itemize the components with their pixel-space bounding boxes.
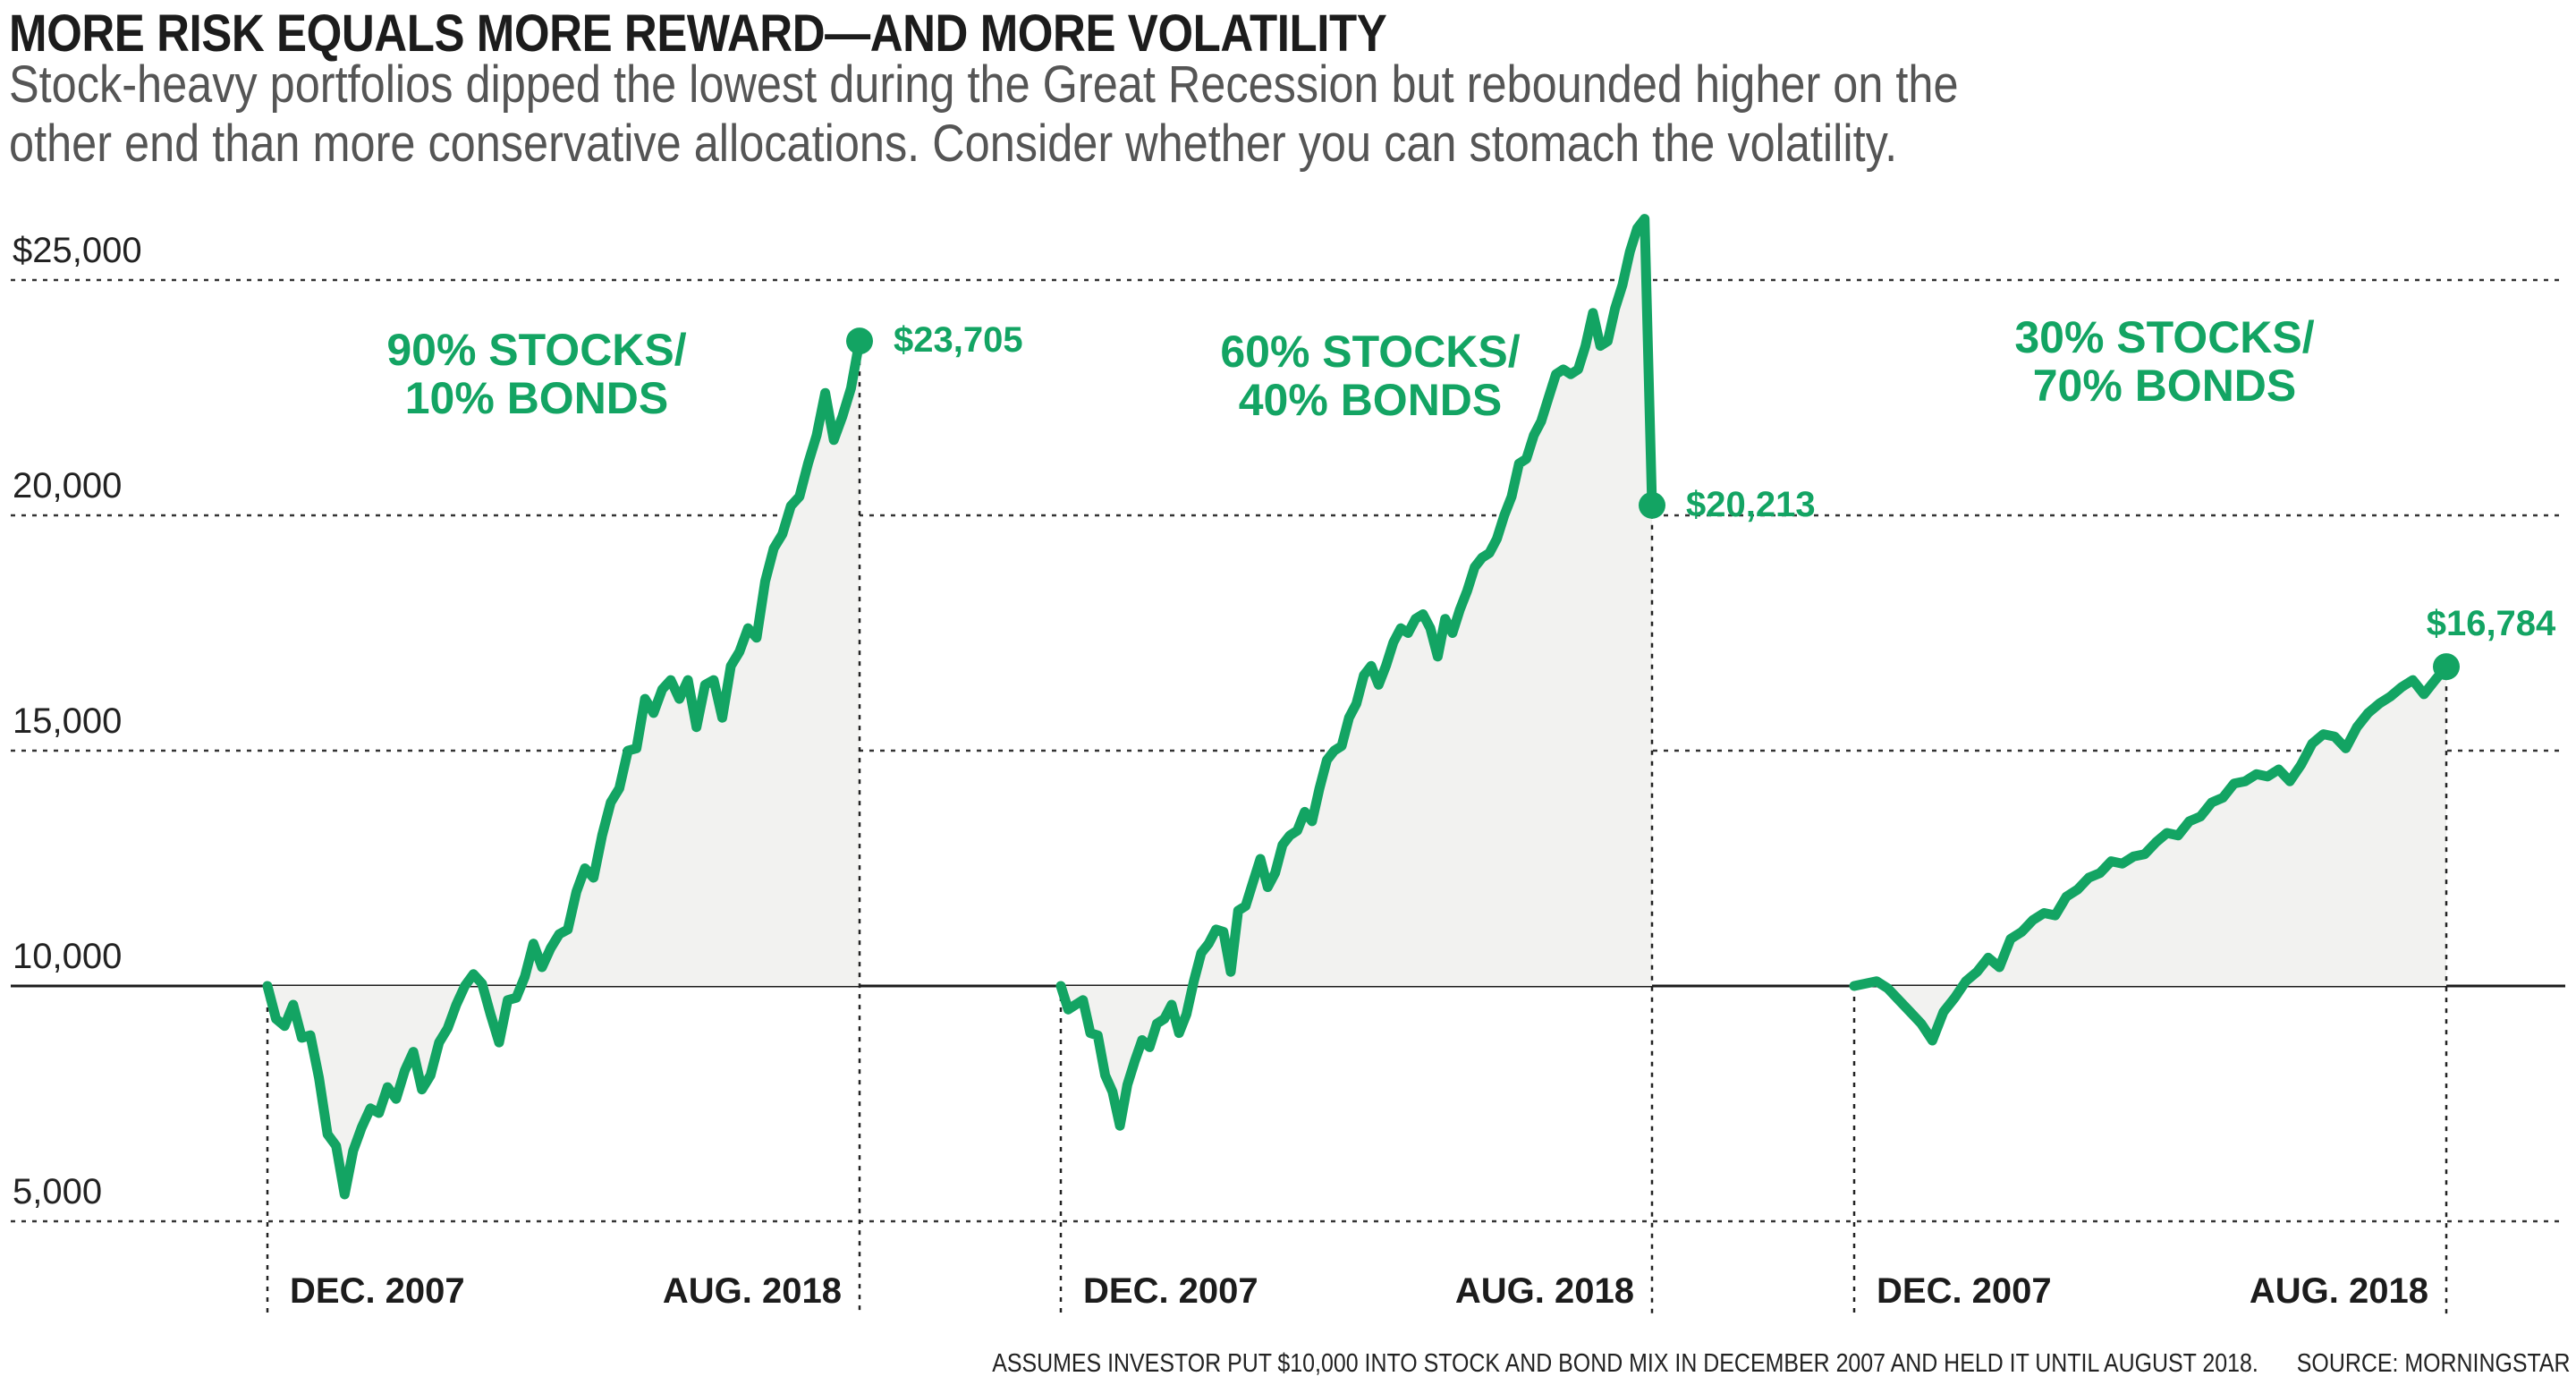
series-line bbox=[1055, 214, 1657, 1131]
x-tick-start: DEC. 2007 bbox=[1083, 1271, 1258, 1311]
panel-label-line: 90% STOCKS/ bbox=[386, 325, 686, 375]
panel-label-line: 40% BONDS bbox=[1239, 375, 1503, 425]
y-tick-label: 10,000 bbox=[13, 937, 122, 976]
end-point bbox=[1639, 491, 1665, 519]
x-tick-end: AUG. 2018 bbox=[663, 1271, 842, 1311]
area-fill bbox=[267, 341, 860, 1195]
panel-3: $16,784 30% STOCKS/70% BONDS DEC. 2007 AUG.… bbox=[1849, 312, 2556, 1315]
series-line bbox=[262, 336, 865, 1200]
series-line bbox=[1849, 661, 2452, 1046]
footnote-source: SOURCE: MORNINGSTAR bbox=[2297, 1349, 2571, 1378]
panel-label-line: 60% STOCKS/ bbox=[1220, 327, 1520, 377]
x-tick-start: DEC. 2007 bbox=[1877, 1271, 2052, 1311]
y-tick-label: 15,000 bbox=[13, 701, 122, 741]
y-axis: 5,000 10,000 15,000 20,000 $25,000 bbox=[13, 231, 142, 1211]
panels: $23,705 90% STOCKS/10% BONDS DEC. 2007 AUG.… bbox=[262, 214, 2556, 1315]
end-point bbox=[2433, 653, 2460, 681]
end-value-label: $16,784 bbox=[2427, 604, 2556, 643]
chart-subtitle: Stock-heavy portfolios dipped the lowest… bbox=[9, 55, 2421, 174]
end-value-label: $20,213 bbox=[1686, 485, 1816, 524]
panel-1: $23,705 90% STOCKS/10% BONDS DEC. 2007 AUG.… bbox=[262, 320, 1023, 1315]
x-tick-end: AUG. 2018 bbox=[2250, 1271, 2428, 1311]
panel-label-line: 70% BONDS bbox=[2033, 361, 2297, 411]
end-point bbox=[846, 327, 873, 355]
end-value-label: $23,705 bbox=[894, 320, 1023, 360]
footnote-note: ASSUMES INVESTOR PUT $10,000 INTO STOCK … bbox=[992, 1349, 2259, 1378]
panel-2: $20,213 60% STOCKS/40% BONDS DEC. 2007 AUG.… bbox=[1055, 214, 1816, 1315]
footnote: ASSUMES INVESTOR PUT $10,000 INTO STOCK … bbox=[993, 1349, 2571, 1379]
panel-label-line: 10% BONDS bbox=[405, 373, 669, 423]
y-tick-label: 20,000 bbox=[13, 466, 122, 506]
x-tick-end: AUG. 2018 bbox=[1455, 1271, 1634, 1311]
panel-label-line: 30% STOCKS/ bbox=[2014, 312, 2314, 362]
area-fill bbox=[1061, 218, 1652, 1126]
x-tick-start: DEC. 2007 bbox=[290, 1271, 465, 1311]
subtitle-line-2: other end than more conservative allocat… bbox=[9, 115, 1898, 173]
y-tick-label: 5,000 bbox=[13, 1172, 102, 1211]
y-tick-label: $25,000 bbox=[13, 231, 142, 270]
chart-title: MORE RISK EQUALS MORE REWARD—AND MORE VO… bbox=[9, 4, 1387, 63]
subtitle-line-1: Stock-heavy portfolios dipped the lowest… bbox=[9, 55, 1959, 114]
